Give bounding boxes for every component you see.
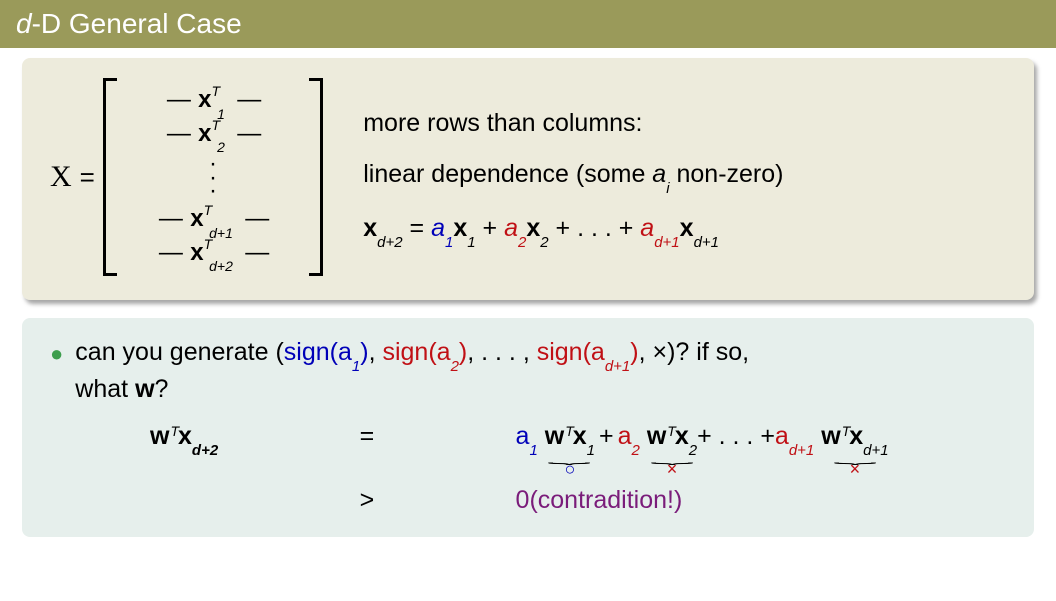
matrix-row: — xT1 — bbox=[167, 84, 259, 118]
eqn-rhs: a1 wTx1 ⏟ ○ + a2 wTx2 ⏟ × + . . . + ad+1… bbox=[516, 422, 1006, 479]
matrix-row: — xTd+2 — bbox=[159, 237, 267, 271]
contradiction-text: 0(contradition!) bbox=[516, 486, 1006, 515]
underbrace-icon: ⏟ bbox=[650, 454, 694, 459]
text-line: more rows than columns: bbox=[363, 105, 783, 143]
vdots-icon: ··· bbox=[209, 151, 217, 203]
term-group: wTx1 ⏟ ○ bbox=[545, 422, 595, 479]
matrix-row: — xTd+1 — bbox=[159, 203, 267, 237]
question-box: ● can you generate (sign(a1), sign(a2), … bbox=[22, 318, 1034, 536]
greater-than-icon: > bbox=[360, 486, 492, 515]
equation: wTxd+2 = a1 wTx1 ⏟ ○ + a2 wTx2 ⏟ × + . .… bbox=[150, 422, 1006, 514]
equals-icon: = bbox=[360, 422, 492, 451]
right-bracket-icon bbox=[305, 78, 323, 276]
term-group: wTxd+1 ⏟ × bbox=[821, 422, 888, 479]
eqn-lhs: wTxd+2 bbox=[150, 422, 336, 454]
underbrace-icon: ⏟ bbox=[548, 454, 592, 459]
slide-header: d-D General Case bbox=[0, 0, 1056, 48]
bullet-item: ● can you generate (sign(a1), sign(a2), … bbox=[50, 336, 1006, 406]
text-line: linear dependence (some ai non-zero) bbox=[363, 156, 783, 196]
equals-icon: = bbox=[80, 162, 95, 193]
matrix-X: X bbox=[50, 160, 72, 194]
linear-comb-formula: xd+2 = a1x1 + a2x2 + . . . + ad+1xd+1 bbox=[363, 210, 783, 250]
matrix-body: — xT1 — — xT2 — ··· — xTd+1 — — xTd+2 — bbox=[121, 78, 305, 276]
underbrace-icon: ⏟ bbox=[833, 454, 877, 459]
matrix-row: — xT2 — bbox=[167, 118, 259, 152]
term-group: wTx2 ⏟ × bbox=[647, 422, 697, 479]
left-bracket-icon bbox=[103, 78, 121, 276]
bullet-icon: ● bbox=[50, 336, 63, 406]
matrix-box: X = — xT1 — — xT2 — ··· — xTd+1 — — xTd+… bbox=[22, 58, 1034, 300]
header-rest: -D General Case bbox=[32, 8, 242, 39]
header-d: d bbox=[16, 8, 32, 39]
bullet-text: can you generate (sign(a1), sign(a2), . … bbox=[75, 336, 749, 406]
matrix-text: more rows than columns: linear dependenc… bbox=[363, 105, 783, 250]
matrix: X = — xT1 — — xT2 — ··· — xTd+1 — — xTd+… bbox=[50, 78, 323, 276]
